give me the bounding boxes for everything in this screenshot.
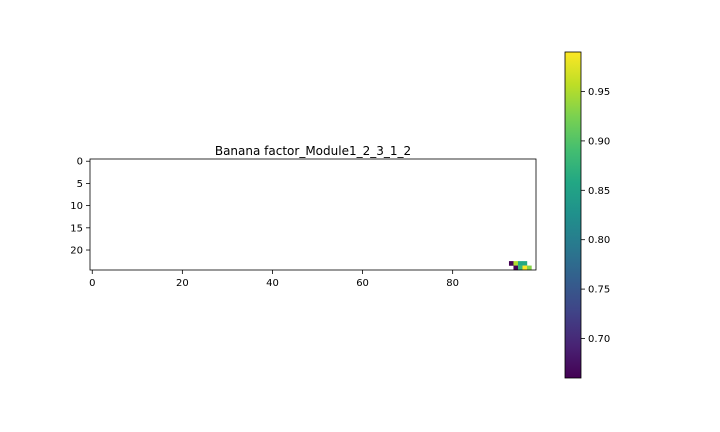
y-tick-label: 5 bbox=[77, 179, 83, 190]
plot-frame bbox=[89, 158, 537, 271]
heatmap-cell bbox=[522, 265, 528, 271]
x-tick-label: 0 bbox=[89, 278, 95, 289]
heatmap-cell bbox=[517, 265, 523, 271]
colorbar-tick-label: 0.80 bbox=[588, 235, 610, 246]
heatmap-cell bbox=[513, 261, 519, 266]
x-tick-label: 60 bbox=[356, 278, 369, 289]
x-tick-label: 80 bbox=[446, 278, 459, 289]
colorbar-tick-label: 0.75 bbox=[588, 285, 610, 296]
x-tick-label: 40 bbox=[266, 278, 279, 289]
x-axis: 0 20 40 60 80 bbox=[89, 270, 459, 289]
colorbar bbox=[564, 51, 582, 379]
chart-title: Banana factor_Module1_2_3_1_2 bbox=[215, 144, 411, 158]
colorbar-tick-label: 0.85 bbox=[588, 186, 610, 197]
colorbar-tick-label: 0.95 bbox=[588, 87, 610, 98]
colorbar-tick-label: 0.70 bbox=[588, 334, 610, 345]
heatmap-cell bbox=[517, 261, 523, 266]
y-axis: 0 5 10 15 20 bbox=[70, 157, 90, 257]
x-tick-label: 20 bbox=[176, 278, 189, 289]
colorbar-axis: 0.70 0.75 0.80 0.85 0.90 0.95 bbox=[581, 87, 610, 345]
y-tick-label: 0 bbox=[77, 157, 83, 168]
colorbar-tick-label: 0.90 bbox=[588, 136, 610, 147]
heatmap-cell bbox=[513, 265, 519, 271]
heatmap-cell bbox=[522, 261, 528, 266]
heatmap-cells bbox=[508, 261, 532, 271]
heatmap-cell bbox=[508, 261, 514, 266]
heatmap-cell bbox=[526, 265, 532, 271]
y-tick-label: 10 bbox=[70, 201, 83, 212]
y-tick-label: 15 bbox=[70, 223, 83, 234]
y-tick-label: 20 bbox=[70, 246, 83, 257]
